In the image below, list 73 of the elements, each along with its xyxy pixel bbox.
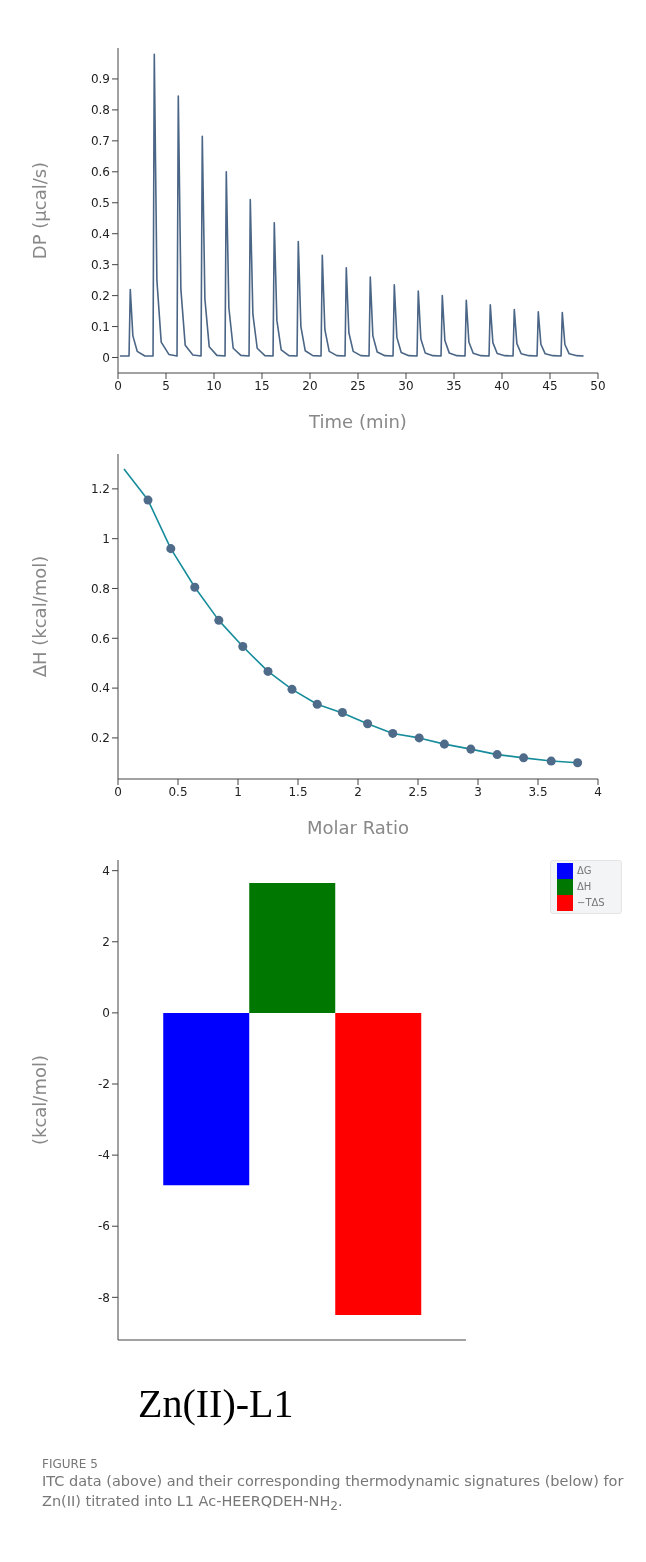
point: [363, 719, 373, 729]
point: [190, 582, 200, 592]
text: Zn(II)-L1: [138, 1380, 295, 1427]
point: [388, 728, 398, 738]
y-axis-title: ΔH (kcal/mol): [29, 555, 51, 678]
point: [312, 699, 322, 709]
text: ITC data (above) and their corresponding thermodynamic signatures (below) for Zn(II) titrated into L1 Ac-HEERQDEH-NH$_{2}$.: [42, 1472, 625, 1515]
point: [238, 642, 248, 652]
y-tick-label: 0.9: [90, 72, 110, 87]
point: [573, 758, 583, 768]
legend-label: ΔH: [577, 881, 592, 892]
y-tick-label: -2: [98, 1077, 110, 1092]
x-axis-title: Molar Ratio: [307, 817, 409, 838]
y-tick-label: 0.6: [90, 165, 110, 180]
y-tick-label: 1.2: [90, 482, 110, 497]
point: [166, 544, 176, 554]
y-tick-label: 4: [102, 863, 110, 878]
point: [414, 733, 424, 743]
y-tick-label: 0.7: [90, 134, 110, 149]
x-tick-label: 4: [594, 784, 602, 799]
x-tick-label: 5: [162, 378, 170, 393]
legend-label: ΔG: [577, 865, 592, 876]
x-tick-label: 3.5: [528, 784, 548, 799]
y-tick-label: 0: [102, 1006, 110, 1021]
x-tick-label: 2.5: [408, 784, 428, 799]
y-axis-title: (kcal/mol): [29, 1054, 51, 1146]
y-tick-label: 0.2: [90, 731, 110, 746]
point: [492, 750, 502, 760]
x-tick-label: 20: [302, 378, 318, 393]
legend-label: −TΔS: [577, 897, 605, 908]
x-tick-label: 40: [494, 378, 510, 393]
y-tick-label: -6: [98, 1219, 110, 1234]
x-tick-label: 0: [114, 784, 122, 799]
y-tick-label: 1: [102, 531, 110, 546]
caption: FIGURE 5: [42, 1457, 99, 1471]
x-tick-label: 10: [206, 378, 222, 393]
x-tick-label: 45: [542, 378, 558, 393]
y-tick-label: 0.4: [90, 226, 110, 241]
x-tick-label: 15: [254, 378, 270, 393]
x-tick-label: 2: [354, 784, 362, 799]
point: [546, 756, 556, 766]
line-series: [119, 53, 585, 357]
point: [143, 495, 153, 505]
x-tick-label: 0: [114, 378, 122, 393]
y-tick-label: 0.4: [90, 681, 110, 696]
point: [287, 684, 297, 694]
y-tick-label: 0.6: [90, 631, 110, 646]
y-tick-label: 0.5: [90, 196, 110, 211]
point: [519, 753, 529, 763]
x-tick-label: 30: [398, 378, 414, 393]
y-tick-label: 0.8: [90, 103, 110, 118]
x-tick-label: 50: [590, 378, 606, 393]
x-tick-label: 35: [446, 378, 462, 393]
y-tick-label: 2: [102, 935, 110, 950]
y-tick-label: 0.3: [90, 257, 110, 272]
x-tick-label: 0.5: [168, 784, 188, 799]
y-tick-label: 0.1: [90, 319, 110, 334]
y-tick-label: 0: [102, 350, 110, 365]
x-tick-label: 3: [474, 784, 482, 799]
y-tick-label: 0.8: [90, 581, 110, 596]
x-axis-title: Time (min): [308, 411, 407, 432]
point: [337, 708, 347, 718]
x-tick-label: 1: [234, 784, 242, 799]
point: [263, 666, 273, 676]
point: [439, 739, 449, 749]
y-tick-label: 0.2: [90, 288, 110, 303]
point: [214, 615, 224, 625]
point: [466, 744, 476, 754]
y-tick-label: -8: [98, 1290, 110, 1305]
y-axis-title: DP (µcal/s): [29, 161, 51, 260]
y-tick-label: -4: [98, 1148, 110, 1163]
x-tick-label: 1.5: [288, 784, 308, 799]
x-tick-label: 25: [350, 378, 366, 393]
